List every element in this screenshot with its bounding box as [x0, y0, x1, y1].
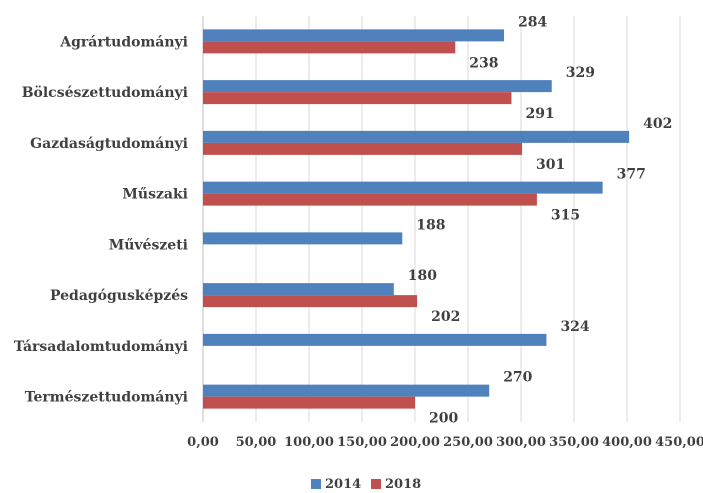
category-labels: Agrártudományi Bölcsészettudományi Gazdasá…	[14, 34, 188, 405]
x-tick-label: 150,00	[337, 435, 387, 450]
category-label: Agrártudományi	[59, 34, 188, 50]
bar-2014	[203, 384, 490, 397]
data-label-2014: 402	[643, 116, 672, 132]
legend-label-2014: 2014	[325, 477, 361, 492]
x-tick-label: 350,00	[549, 435, 599, 450]
x-tick-label: 0,00	[187, 435, 219, 450]
data-label-2018: 200	[429, 411, 458, 427]
data-label-2014: 284	[518, 14, 547, 30]
bar-2014	[203, 181, 603, 194]
x-tick-label: 100,00	[284, 435, 334, 450]
x-tick-label: 300,00	[496, 435, 546, 450]
data-label-2014: 270	[503, 370, 532, 386]
bar-2018	[203, 295, 418, 308]
bar-2018	[203, 41, 456, 54]
data-label-2018: 315	[551, 208, 580, 224]
data-label-2014: 377	[617, 167, 646, 183]
legend-swatch-2018	[371, 479, 381, 489]
category-label: Bölcsészettudományi	[22, 85, 188, 101]
category-label: Műszaki	[122, 187, 188, 203]
bar-2014	[203, 130, 630, 143]
category-label: Természettudományi	[25, 390, 188, 406]
bar-2014	[203, 283, 394, 296]
bars	[203, 29, 630, 409]
data-label-2014: 180	[408, 268, 437, 284]
bar-2018	[203, 92, 512, 105]
x-tick-label: 450,00	[655, 435, 703, 450]
data-labels: 284 238 329 291 402 301 377 315 188 180 202 324 270 2…	[408, 14, 673, 426]
x-tick-label: 250,00	[443, 435, 493, 450]
x-tick-label: 50,00	[236, 435, 277, 450]
bar-2014	[203, 80, 552, 93]
data-label-2018: 238	[469, 55, 498, 71]
bar-2018	[203, 396, 415, 409]
legend-swatch-2014	[311, 479, 321, 489]
data-label-2018: 291	[525, 106, 554, 122]
legend: 2014 2018	[311, 477, 421, 492]
x-tick-label: 200,00	[390, 435, 440, 450]
bar-2014	[203, 29, 505, 42]
bar-2014	[203, 232, 403, 245]
data-label-2018: 301	[536, 157, 565, 173]
bar-2018	[203, 193, 537, 206]
category-label: Gazdaságtudományi	[30, 136, 188, 152]
data-label-2014: 329	[566, 65, 595, 81]
x-axis-tick-labels: 0,00 50,00 100,00 150,00 200,00 250,00 300,00 3…	[187, 435, 703, 450]
data-label-2018: 202	[431, 309, 460, 325]
x-tick-label: 400,00	[602, 435, 652, 450]
legend-label-2018: 2018	[385, 477, 421, 492]
category-label: Társadalomtudományi	[14, 339, 188, 355]
bar-2018	[203, 142, 523, 155]
data-label-2014: 188	[416, 217, 445, 233]
category-label: Pedagógusképzés	[50, 288, 188, 304]
category-label: Művészeti	[109, 237, 188, 253]
data-label-2014: 324	[560, 319, 589, 335]
bar-2014	[203, 333, 547, 346]
